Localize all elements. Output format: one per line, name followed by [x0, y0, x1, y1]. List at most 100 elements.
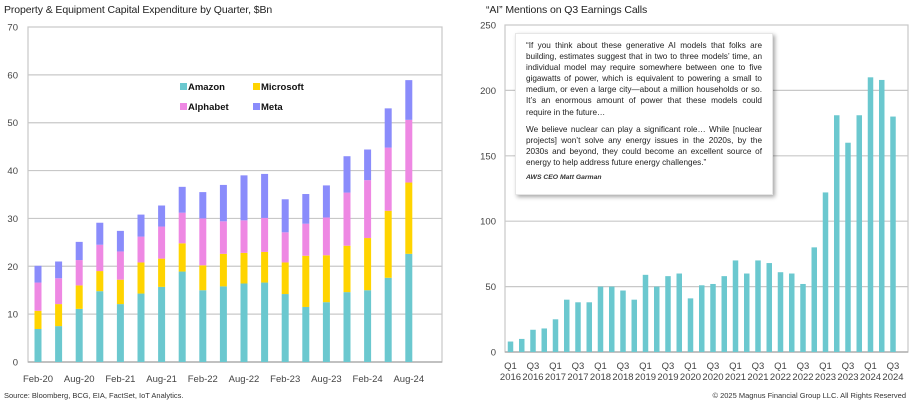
bar-segment-alphabet [55, 278, 63, 305]
right-x-tick-year: 2017 [545, 372, 566, 383]
right-x-tick-quarter: Q1 [729, 361, 742, 372]
left-x-tick-label: Feb-21 [105, 374, 135, 385]
bar-segment-amazon [302, 306, 310, 362]
right-x-tick-quarter: Q3 [842, 361, 855, 372]
right-x-tick-quarter: Q1 [504, 361, 517, 372]
left-plot-frame [27, 26, 443, 363]
right-x-tick-year: 2021 [747, 372, 768, 383]
right-x-tick-quarter: Q1 [774, 361, 787, 372]
ai-mentions-bar [867, 77, 874, 352]
left-y-tick-label: 10 [7, 310, 18, 321]
bar-segment-amazon [240, 283, 248, 362]
right-x-tick-quarter: Q3 [707, 361, 720, 372]
bar-segment-amazon [96, 291, 104, 362]
copyright-note: © 2025 Magnus Financial Group LLC. All R… [712, 391, 906, 400]
bar-segment-alphabet [405, 119, 413, 183]
left-x-tick-label: Aug-24 [393, 374, 424, 385]
bar-segment-meta [343, 156, 351, 193]
bar-segment-meta [116, 230, 124, 252]
bar-segment-amazon [34, 328, 42, 362]
ai-mentions-bar [721, 276, 727, 352]
capex-stacked-bar-chart: 0 10 20 30 40 50 60 70 Feb-20 Aug-20 Feb-21 Aug-21 F… [7, 23, 443, 385]
ai-mentions-bar [890, 116, 896, 352]
right-x-tick-quarter: Q1 [684, 361, 697, 372]
bar-segment-amazon [75, 308, 83, 362]
left-y-tick-label: 60 [7, 70, 18, 81]
left-y-tick-label: 20 [7, 262, 18, 273]
right-x-tick-quarter: Q1 [549, 361, 562, 372]
right-x-tick-year: 2017 [567, 372, 588, 383]
ai-mentions-bar [552, 319, 559, 352]
bar-segment-meta [178, 186, 186, 213]
left-y-tick-label: 40 [7, 166, 18, 177]
bar-segment-meta [55, 261, 63, 279]
ai-mentions-bar [732, 260, 739, 352]
bar-segment-microsoft [343, 245, 351, 293]
right-x-tick-year: 2018 [612, 372, 633, 383]
right-x-tick-quarter: Q3 [752, 361, 765, 372]
bar-segment-alphabet [116, 251, 124, 280]
bar-segment-alphabet [240, 220, 248, 253]
legend-swatch-microsoft [253, 83, 260, 90]
ai-mentions-bar [597, 286, 604, 352]
right-y-tick-label: 200 [480, 86, 496, 97]
quote-paragraph-2: We believe nuclear can play a significan… [526, 124, 762, 167]
ai-mentions-bar [811, 247, 817, 352]
source-note: Source: Bloomberg, BCG, EIA, FactSet, Io… [4, 391, 184, 400]
bar-segment-meta [281, 199, 289, 233]
ai-mentions-bar-chart: 050100150200250Q12016Q32016Q12017Q32017Q… [480, 21, 909, 383]
ai-mentions-bar [777, 272, 784, 352]
legend-label-amazon: Amazon [188, 82, 225, 93]
left-x-tick-label: Aug-21 [146, 374, 177, 385]
bar-segment-microsoft [281, 262, 289, 295]
bar-segment-amazon [158, 286, 166, 362]
bar-segment-meta [405, 80, 413, 120]
bar-segment-alphabet [281, 232, 289, 263]
right-x-tick-quarter: Q3 [662, 361, 675, 372]
ai-mentions-bar [631, 299, 637, 352]
bar-segment-microsoft [137, 262, 145, 294]
bar-segment-microsoft [55, 304, 63, 327]
left-x-tick-label: Feb-24 [353, 374, 383, 385]
bar-segment-microsoft [96, 271, 104, 292]
ai-mentions-bar [789, 273, 795, 352]
right-x-tick-year: 2024 [882, 372, 903, 383]
legend-swatch-meta [253, 103, 260, 110]
bar-segment-amazon [219, 286, 227, 362]
ai-mentions-bar [800, 283, 806, 352]
right-x-tick-quarter: Q1 [594, 361, 607, 372]
ai-mentions-bar [609, 286, 615, 352]
bar-segment-microsoft [405, 182, 413, 254]
bar-segment-alphabet [384, 147, 392, 211]
right-x-tick-year: 2021 [725, 372, 746, 383]
quote-attribution: AWS CEO Matt Garman [526, 174, 602, 182]
right-x-tick-quarter: Q3 [797, 361, 810, 372]
bar-segment-amazon [55, 326, 63, 362]
bar-segment-alphabet [302, 223, 310, 256]
bar-segment-meta [384, 108, 392, 148]
bar-segment-alphabet [343, 192, 351, 246]
ai-mentions-bar [530, 329, 536, 352]
right-x-tick-quarter: Q3 [572, 361, 585, 372]
bar-segment-amazon [281, 294, 289, 362]
bar-segment-meta [364, 149, 372, 181]
left-y-tick-label: 70 [7, 23, 18, 34]
left-x-tick-label: Feb-23 [270, 374, 300, 385]
bar-segment-meta [302, 194, 310, 224]
left-x-tick-label: Feb-22 [188, 374, 218, 385]
right-x-tick-quarter: Q1 [864, 361, 877, 372]
ai-mentions-bar [519, 338, 525, 352]
bar-segment-alphabet [364, 180, 372, 239]
ai-mentions-bar [564, 299, 570, 352]
ai-mentions-bar [654, 286, 660, 352]
bar-segment-microsoft [384, 210, 392, 278]
right-y-tick-label: 100 [480, 217, 496, 228]
bar-segment-microsoft [302, 255, 310, 307]
bar-segment-alphabet [219, 221, 227, 254]
bar-segment-amazon [137, 293, 145, 362]
bar-segment-microsoft [219, 253, 227, 287]
ai-mentions-bar [766, 263, 772, 352]
ai-mentions-bar [710, 283, 716, 352]
right-x-tick-quarter: Q3 [617, 361, 630, 372]
